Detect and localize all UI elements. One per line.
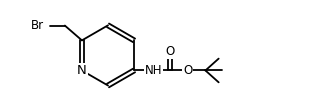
Text: Br: Br [30, 19, 44, 32]
Text: NH: NH [145, 64, 162, 77]
Text: O: O [165, 45, 175, 58]
Text: N: N [77, 64, 87, 77]
Text: O: O [183, 64, 192, 77]
